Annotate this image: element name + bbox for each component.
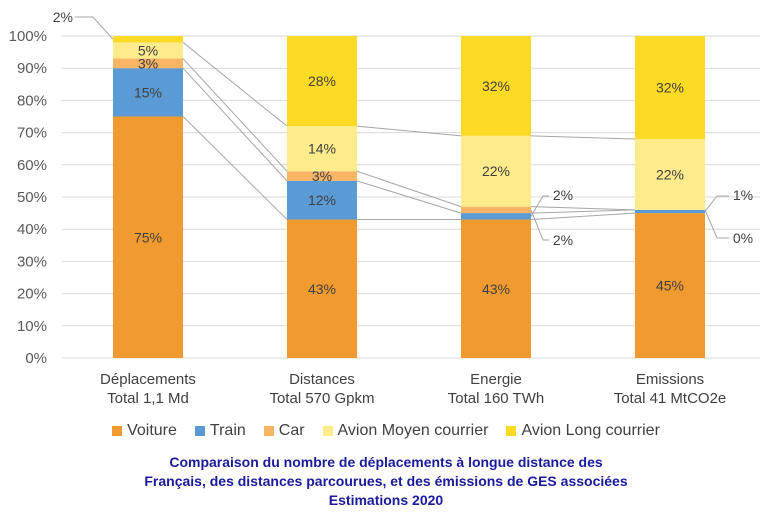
label-leader — [530, 209, 549, 241]
legend-item: Voiture — [112, 422, 177, 440]
bar-car — [461, 206, 531, 214]
series-connector — [182, 67, 288, 182]
data-label: 3% — [138, 55, 158, 71]
stacked-bar-chart: 0% 10% 20% 30% 40% 50% 60% 70% 80% 90% 100% 75% 43% 4… — [9, 9, 760, 407]
data-label: 22% — [656, 166, 684, 182]
legend: Voiture Train Car Avion Moyen courrier Avion… — [0, 420, 772, 442]
series-connector — [356, 170, 462, 208]
caption-line-2: Français, des distances parcourues, et d… — [144, 473, 628, 489]
data-label: 15% — [134, 84, 162, 100]
series-connector — [182, 116, 288, 220]
y-tick-label: 50% — [17, 189, 47, 206]
series-connector — [182, 58, 288, 172]
y-tick-label: 40% — [17, 221, 47, 238]
y-tick-label: 60% — [17, 157, 47, 174]
label-leader — [75, 16, 114, 40]
data-label: 75% — [134, 229, 162, 245]
series-connector — [530, 135, 636, 140]
legend-swatch — [194, 426, 205, 436]
data-label: 5% — [138, 42, 158, 58]
bar-train — [287, 180, 357, 220]
data-label: 45% — [656, 278, 684, 294]
x-category-label: Déplacements — [100, 371, 196, 388]
legend-label: Avion Moyen courrier — [337, 422, 489, 439]
bar-car — [113, 58, 183, 69]
bar-avion-long-courrier — [461, 36, 531, 136]
y-tick-label: 10% — [17, 318, 47, 335]
series-connector — [182, 42, 288, 127]
data-label: 32% — [482, 78, 510, 94]
bar-train — [635, 209, 705, 214]
data-label: 43% — [482, 281, 510, 297]
legend-item: Train — [194, 422, 246, 440]
legend-item: Avion Long courrier — [506, 422, 660, 440]
y-tick-label: 20% — [17, 286, 47, 303]
label-leader — [530, 195, 549, 217]
series-connector — [356, 180, 462, 214]
series-connector — [530, 209, 636, 214]
bar-avion-long-courrier — [635, 36, 705, 140]
bar-avion-moyen-courrier — [461, 135, 531, 207]
y-tick-label: 70% — [17, 125, 47, 142]
bar-train — [113, 68, 183, 117]
legend-label: Train — [209, 422, 246, 439]
y-tick-label: 30% — [17, 253, 47, 270]
bar-avion-long-courrier — [287, 36, 357, 127]
bar-train — [461, 213, 531, 220]
bar-avion-long-courrier — [113, 36, 183, 43]
data-label: 0% — [733, 230, 753, 246]
bar-voiture — [635, 213, 705, 358]
data-label: 14% — [308, 141, 336, 157]
bar-avion-moyen-courrier — [113, 42, 183, 59]
legend-swatch — [322, 426, 333, 436]
series-connector — [356, 125, 462, 137]
x-category-label: Distances — [289, 371, 355, 388]
bar-avion-moyen-courrier — [635, 139, 705, 210]
x-category-label: Total 570 Gpkm — [269, 390, 374, 407]
x-category-label: Emissions — [636, 371, 704, 388]
data-label: 2% — [553, 187, 573, 203]
x-category-label: Total 1,1 Md — [107, 390, 189, 407]
data-label: 1% — [733, 187, 753, 203]
caption-line-3: Estimations 2020 — [328, 492, 444, 508]
data-label: 32% — [656, 80, 684, 96]
data-label: 2% — [53, 9, 73, 25]
y-tick-label: 80% — [17, 92, 47, 109]
bar-avion-moyen-courrier — [287, 126, 357, 172]
caption-line-1: Comparaison du nombre de déplacements à … — [169, 454, 603, 470]
legend-swatch — [263, 426, 274, 436]
bar-voiture — [461, 219, 531, 358]
series-connector — [530, 206, 636, 211]
x-category-label: Total 41 MtCO2e — [614, 390, 727, 407]
legend-label: Voiture — [127, 422, 177, 439]
x-category-label: Energie — [470, 371, 522, 388]
legend-label: Avion Long courrier — [521, 422, 660, 439]
bar-voiture — [113, 116, 183, 358]
data-label: 28% — [308, 73, 336, 89]
legend-swatch — [112, 426, 123, 436]
y-tick-label: 90% — [17, 60, 47, 77]
label-leader — [704, 209, 729, 239]
data-label: 12% — [308, 192, 336, 208]
bar-voiture — [287, 219, 357, 358]
data-label: 3% — [312, 168, 332, 184]
bar-car — [287, 171, 357, 181]
legend-item: Car — [263, 422, 305, 440]
legend-swatch — [506, 426, 517, 436]
y-tick-label: 100% — [9, 28, 47, 45]
data-label: 22% — [482, 163, 510, 179]
y-tick-label: 0% — [25, 350, 47, 367]
series-connector — [530, 212, 636, 221]
legend-label: Car — [278, 422, 305, 439]
data-label: 2% — [553, 232, 573, 248]
chart-caption: Comparaison du nombre de déplacements à … — [0, 453, 772, 510]
legend-item: Avion Moyen courrier — [322, 422, 489, 440]
data-label: 43% — [308, 281, 336, 297]
x-category-label: Total 160 TWh — [448, 390, 544, 407]
label-leader — [704, 195, 729, 212]
